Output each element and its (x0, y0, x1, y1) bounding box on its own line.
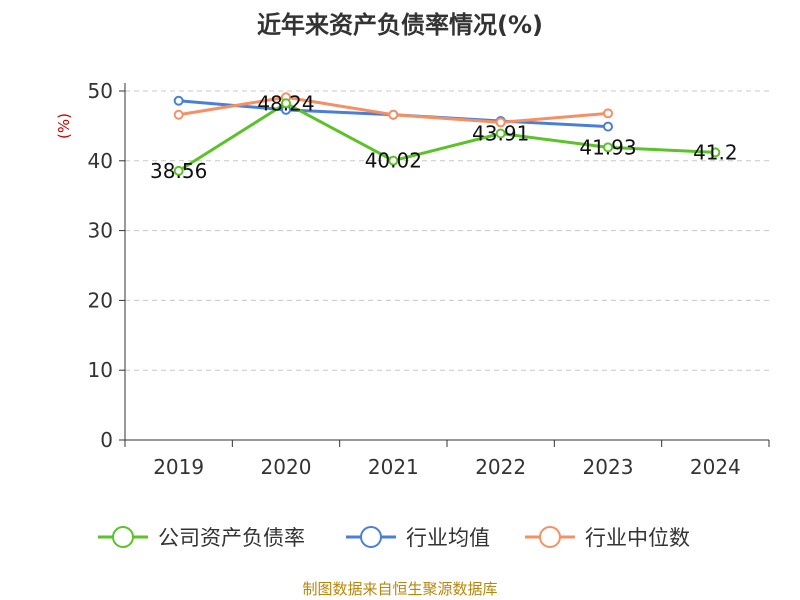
y-tick-label: 50 (88, 79, 113, 103)
series-0-point (603, 142, 613, 153)
x-tick-label: 2023 (583, 455, 634, 479)
x-tick-label: 2019 (153, 455, 204, 479)
legend-label[interactable]: 行业中位数 (585, 526, 690, 550)
axes: 0 10 20 30 40 50 2019 2020 2021 2022 2023 2024 (88, 79, 770, 479)
legend: 公司资产负债率 行业均值 行业中位数 (98, 526, 690, 550)
data-label: 41.2 (693, 140, 738, 164)
series-0-line (177, 101, 716, 173)
series-lines (173, 92, 721, 176)
y-tick-label: 0 (100, 428, 113, 452)
legend-label[interactable]: 公司资产负债率 (158, 526, 305, 550)
series-1-point (603, 121, 613, 132)
series-0-point (281, 98, 291, 109)
y-axis-label: (%) (55, 113, 73, 139)
x-tick-label: 2020 (261, 455, 312, 479)
series-0-point (495, 128, 506, 139)
data-label: 41.93 (579, 135, 636, 159)
x-tick-label: 2022 (475, 455, 526, 479)
y-tick-label: 30 (88, 219, 113, 243)
chart-title: 近年来资产负债率情况(%) (257, 11, 543, 39)
grid (125, 90, 769, 371)
data-labels: 38.56 48.24 40.02 43.91 41.93 41.2 (150, 91, 738, 183)
data-label: 43.91 (472, 122, 529, 146)
series-0-point (710, 147, 721, 158)
legend-swatch-marker (539, 526, 561, 548)
y-tick-label: 40 (88, 149, 113, 173)
legend-label[interactable]: 行业均值 (406, 526, 490, 550)
y-tick-label: 10 (88, 358, 113, 382)
series-0-point (388, 155, 399, 166)
y-tick-label: 20 (88, 288, 113, 312)
series-2-point (388, 109, 399, 120)
series-0-point (173, 165, 184, 176)
legend-swatch-marker (112, 526, 134, 548)
source-note: 制图数据来自恒生聚源数据库 (302, 580, 497, 598)
data-label: 48.24 (257, 91, 314, 115)
data-label: 38.56 (150, 159, 207, 183)
series-2-point (495, 117, 506, 128)
data-label: 40.02 (365, 149, 422, 173)
x-tick-label: 2024 (690, 455, 741, 479)
legend-swatch-marker (360, 526, 382, 548)
x-tick-label: 2021 (368, 455, 419, 479)
series-2-point (603, 108, 613, 119)
series-1-point (173, 95, 184, 106)
series-2-point (173, 109, 184, 120)
